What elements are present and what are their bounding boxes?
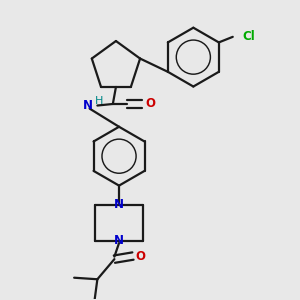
Text: N: N [114, 199, 124, 212]
Text: O: O [145, 98, 155, 110]
Text: N: N [83, 99, 93, 112]
Text: H: H [95, 97, 104, 106]
Text: O: O [136, 250, 146, 262]
Text: Cl: Cl [242, 30, 255, 43]
Text: N: N [114, 234, 124, 247]
